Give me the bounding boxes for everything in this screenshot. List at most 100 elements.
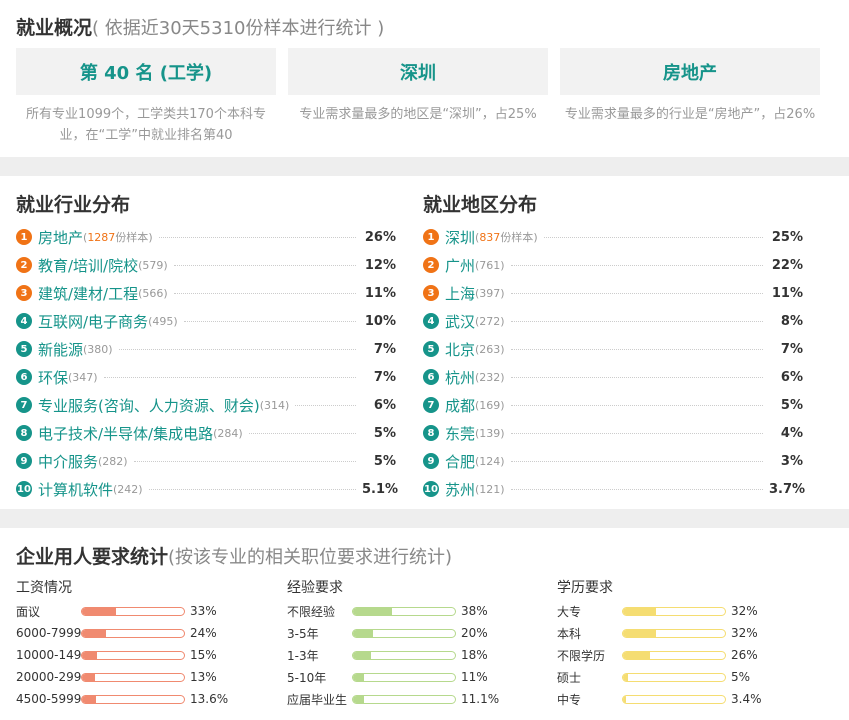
experience-percentage: 11% xyxy=(461,670,488,684)
sample-count-number: 1287 xyxy=(87,231,116,244)
experience-column: 经验要求 不限经验 38% 3-5年 20% 1-3年 18% 5-10年 11% 应届毕业生 1… xyxy=(287,577,499,710)
region-item[interactable]: 10 苏州 (121) 3.7% xyxy=(423,475,805,503)
percentage-value: 22% xyxy=(771,257,803,273)
industry-item[interactable]: 8 电子技术/半导体/集成电路 (284) 5% xyxy=(16,419,396,447)
sample-count: (121) xyxy=(475,482,505,496)
experience-label: 1-3年 xyxy=(287,648,319,663)
salary-bar-fill xyxy=(82,651,98,659)
dotted-leader xyxy=(133,460,356,462)
region-item[interactable]: 9 合肥 (124) 3% xyxy=(423,447,803,475)
region-name-link[interactable]: 杭州 xyxy=(445,368,476,387)
rank-number-badge: 10 xyxy=(423,481,439,497)
education-percentage: 5% xyxy=(731,670,751,684)
industry-item[interactable]: 9 中介服务 (282) 5% xyxy=(16,447,396,475)
education-bar-fill xyxy=(623,607,656,615)
rank-number-badge: 10 xyxy=(16,481,32,497)
education-row: 本科 32% xyxy=(557,622,762,644)
region-name-link[interactable]: 苏州 xyxy=(445,480,476,499)
industry-item[interactable]: 3 建筑/建材/工程 (566) 11% xyxy=(16,279,396,307)
salary-bar xyxy=(81,694,185,704)
sample-count: (397) xyxy=(475,286,505,300)
industry-name-link[interactable]: 新能源 xyxy=(38,340,84,359)
salary-bar xyxy=(81,628,185,638)
industry-item[interactable]: 6 环保 (347) 7% xyxy=(16,363,396,391)
industry-item[interactable]: 7 专业服务(咨询、人力资源、财会) (314) 6% xyxy=(16,391,396,419)
salary-row: 4500-5999 13.6% xyxy=(16,688,228,710)
percentage-value: 7% xyxy=(780,341,803,357)
region-item[interactable]: 4 武汉 (272) 8% xyxy=(423,307,803,335)
sample-count: (242) xyxy=(113,482,143,496)
region-item[interactable]: 6 杭州 (232) 6% xyxy=(423,363,803,391)
industry-name-link[interactable]: 建筑/建材/工程 xyxy=(38,284,139,303)
region-description: 专业需求量最多的地区是“深圳”，占25% xyxy=(299,107,537,122)
rank-number-badge: 6 xyxy=(16,369,32,385)
sample-count: (284) xyxy=(213,426,243,440)
rank-description: 所有专业1099个，工学类共170个本科专业，在“工学”中就业排名第40 xyxy=(26,107,266,143)
industry-name-link[interactable]: 专业服务(咨询、人力资源、财会) xyxy=(38,396,260,415)
percentage-value: 7% xyxy=(373,341,396,357)
salary-bar-fill xyxy=(82,673,96,681)
sample-count: (566) xyxy=(138,286,168,300)
industry-item[interactable]: 5 新能源 (380) 7% xyxy=(16,335,396,363)
industry-name-link[interactable]: 电子技术/半导体/集成电路 xyxy=(38,424,214,443)
region-name-link[interactable]: 成都 xyxy=(445,396,476,415)
region-name-link[interactable]: 东莞 xyxy=(445,424,476,443)
region-name-link[interactable]: 合肥 xyxy=(445,452,476,471)
region-name-link[interactable]: 广州 xyxy=(445,256,476,275)
region-name-link[interactable]: 上海 xyxy=(445,284,476,303)
percentage-value: 11% xyxy=(364,285,396,301)
percentage-value: 10% xyxy=(364,313,396,329)
industry-item[interactable]: 1 房地产 (1287份样本) 26% xyxy=(16,223,396,251)
requirements-title: 企业用人要求统计 xyxy=(16,546,169,568)
industry-item[interactable]: 2 教育/培训/院校 (579) 12% xyxy=(16,251,396,279)
industry-name-link[interactable]: 计算机软件 xyxy=(38,480,114,499)
education-percentage: 3.4% xyxy=(731,692,762,706)
industry-item[interactable]: 4 互联网/电子商务 (495) 10% xyxy=(16,307,396,335)
percentage-value: 3% xyxy=(780,453,803,469)
dotted-leader xyxy=(248,432,356,434)
sample-count: (263) xyxy=(475,342,505,356)
region-item[interactable]: 8 东莞 (139) 4% xyxy=(423,419,803,447)
region-name-link[interactable]: 深圳 xyxy=(445,228,476,247)
education-bar xyxy=(622,694,726,704)
sample-count: (124) xyxy=(475,454,505,468)
overview-industry-card: 房地产 xyxy=(560,48,820,95)
region-item[interactable]: 2 广州 (761) 22% xyxy=(423,251,803,279)
salary-label: 20000-29999 xyxy=(16,670,81,684)
salary-bar xyxy=(81,650,185,660)
industry-name-link[interactable]: 房地产 xyxy=(38,228,84,247)
industry-item[interactable]: 10 计算机软件 (242) 5.1% xyxy=(16,475,398,503)
rank-number-badge: 2 xyxy=(423,257,439,273)
experience-percentage: 11.1% xyxy=(461,692,500,706)
rank-number-badge: 4 xyxy=(423,313,439,329)
industry-name-link[interactable]: 中介服务 xyxy=(38,452,99,471)
industry-name-link[interactable]: 教育/培训/院校 xyxy=(38,256,139,275)
percentage-value: 6% xyxy=(780,369,803,385)
industry-name-link[interactable]: 互联网/电子商务 xyxy=(38,312,149,331)
region-item[interactable]: 5 北京 (263) 7% xyxy=(423,335,803,363)
industry-name-link[interactable]: 环保 xyxy=(38,368,69,387)
salary-percentage: 13.6% xyxy=(190,692,229,706)
salary-label: 6000-7999 xyxy=(16,626,81,640)
dotted-leader xyxy=(510,488,763,490)
education-bar xyxy=(622,628,726,638)
region-item[interactable]: 7 成都 (169) 5% xyxy=(423,391,803,419)
region-item[interactable]: 3 上海 (397) 11% xyxy=(423,279,803,307)
experience-label: 3-5年 xyxy=(287,626,319,641)
region-name-link[interactable]: 武汉 xyxy=(445,312,476,331)
rank-number-badge: 9 xyxy=(16,453,32,469)
requirements-panel xyxy=(0,528,849,720)
experience-percentage: 18% xyxy=(461,648,488,662)
sample-count: (1287份样本) xyxy=(83,231,153,244)
experience-bar-fill xyxy=(353,673,365,681)
rank-number-badge: 8 xyxy=(423,425,439,441)
region-name-link[interactable]: 北京 xyxy=(445,340,476,359)
dotted-leader xyxy=(173,264,356,266)
overview-panel: 就业概况( 依据近30天5310份样本进行统计 ) 第 40 名 (工学) 所有… xyxy=(0,0,849,157)
experience-bar xyxy=(352,628,456,638)
experience-heading: 经验要求 xyxy=(287,580,343,596)
rank-number-badge: 4 xyxy=(16,313,32,329)
region-item[interactable]: 1 深圳 (837份样本) 25% xyxy=(423,223,803,251)
dotted-leader xyxy=(510,432,763,434)
percentage-value: 11% xyxy=(771,285,803,301)
